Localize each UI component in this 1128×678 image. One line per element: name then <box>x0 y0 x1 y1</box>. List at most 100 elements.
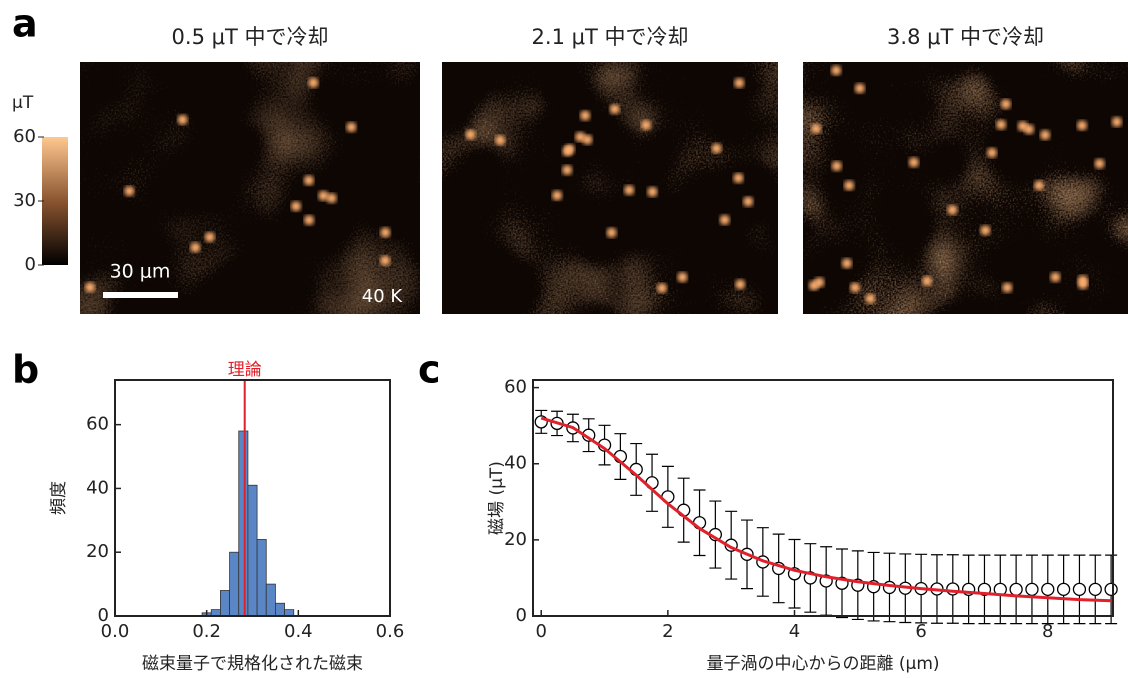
vortex-spot <box>947 204 958 215</box>
x-tick-label: 0.0 <box>101 621 130 642</box>
y-tick-label: 60 <box>504 377 527 398</box>
x-tick-label: 0.4 <box>284 621 313 642</box>
vortex-spot <box>677 272 688 283</box>
vortex-spot <box>562 165 573 176</box>
vortex-spot <box>831 65 842 76</box>
data-point <box>1104 582 1118 597</box>
x-tick-label: 2 <box>662 621 673 642</box>
data-point <box>1041 582 1055 597</box>
colorbar-tick-label: 60 <box>13 126 36 147</box>
data-point <box>1088 582 1102 597</box>
x-tick-label: 0 <box>536 621 547 642</box>
vortex-spot <box>844 180 855 191</box>
image-noise <box>442 62 778 314</box>
vortex-spot <box>811 123 822 134</box>
y-tick-label: 0 <box>516 605 527 626</box>
vortex-spot <box>190 242 201 253</box>
vortex-spot <box>986 147 997 158</box>
histogram-bar <box>275 602 285 617</box>
vortex-spot <box>304 215 315 226</box>
y-tick-label: 60 <box>86 414 109 435</box>
image-texture <box>442 62 778 314</box>
x-tick-label: 0.6 <box>376 621 405 642</box>
histogram-bar <box>229 551 240 617</box>
vortex-spot <box>1077 279 1088 290</box>
vortex-spot <box>908 157 919 168</box>
temperature-label: 40 K <box>362 286 404 307</box>
vortex-spot <box>922 276 933 287</box>
y-tick-label: 0 <box>98 605 109 626</box>
vortex-spot <box>204 232 215 243</box>
panel-label: b <box>12 348 39 392</box>
data-point <box>534 415 548 429</box>
vortex-spot <box>1034 180 1045 191</box>
vortex-spot <box>850 282 861 293</box>
plot-frame <box>532 379 1114 617</box>
x-tick-label: 4 <box>789 621 800 642</box>
colorbar <box>42 137 68 265</box>
vortex-spot <box>1000 99 1011 110</box>
vortex-spot <box>303 175 314 186</box>
panel-label: c <box>418 348 441 392</box>
vortex-spot <box>735 279 746 290</box>
colorbar-tick-label: 0 <box>25 254 36 275</box>
vortex-spot <box>814 277 825 288</box>
histogram-bar <box>238 430 249 617</box>
x-tick-label: 0.2 <box>192 621 221 642</box>
vortex-spot <box>380 227 391 238</box>
data-point <box>1025 582 1039 597</box>
vortex-spot <box>1002 282 1013 293</box>
vortex-spot <box>743 196 754 207</box>
vortex-spot <box>177 114 188 125</box>
vortex-spot <box>1094 158 1105 169</box>
data-point <box>1009 582 1023 597</box>
y-tick-label: 20 <box>86 541 109 562</box>
data-point <box>1072 582 1087 597</box>
image-title: 3.8 μT 中で冷却 <box>887 25 1044 49</box>
x-tick-label: 8 <box>1042 621 1053 642</box>
vortex-spot <box>124 186 135 197</box>
y-axis-label: 頻度 <box>49 481 69 515</box>
x-tick-label: 6 <box>915 621 926 642</box>
vortex-spot <box>1077 120 1088 131</box>
image-texture <box>803 62 1128 314</box>
colorbar-unit: μT <box>12 93 34 113</box>
histogram-bar <box>247 484 258 617</box>
vortex-spot <box>624 185 635 196</box>
vortex-spot <box>326 193 337 204</box>
vortex-spot <box>380 255 391 266</box>
vortex-spot <box>552 190 563 201</box>
data-point <box>946 582 960 596</box>
y-tick-label: 40 <box>86 477 109 498</box>
vortex-spot <box>734 77 745 88</box>
x-axis-label: 磁束量子で規格化された磁束 <box>142 654 363 674</box>
vortex-spot <box>85 282 96 293</box>
vortex-spot <box>980 225 991 236</box>
vortex-spot <box>831 161 842 172</box>
scale-bar-label: 30 μm <box>110 261 171 283</box>
vortex-spot <box>318 190 329 201</box>
image-title: 2.1 μT 中で冷却 <box>532 25 689 49</box>
vortex-spot <box>996 119 1007 130</box>
vortex-spot <box>1040 129 1051 140</box>
vortex-spot <box>711 143 722 154</box>
vortex-spot <box>308 77 319 88</box>
x-axis-label: 量子渦の中心からの距離 (μm) <box>706 654 939 674</box>
vortex-spot <box>346 122 357 133</box>
plot-frame <box>114 379 391 617</box>
image-panels <box>80 62 1128 314</box>
vortex-spot <box>854 83 865 94</box>
fit-line <box>540 416 1112 603</box>
vortex-spot <box>606 227 617 238</box>
vortex-spot <box>733 173 744 184</box>
image-title: 0.5 μT 中で冷却 <box>172 25 329 49</box>
vortex-spot <box>562 146 573 157</box>
data-point <box>1056 582 1071 597</box>
histogram-bar <box>220 590 230 617</box>
vortex-spot <box>1111 116 1122 127</box>
image-noise <box>803 62 1128 314</box>
vortex-spot <box>719 214 730 225</box>
vortex-spot <box>465 129 476 140</box>
